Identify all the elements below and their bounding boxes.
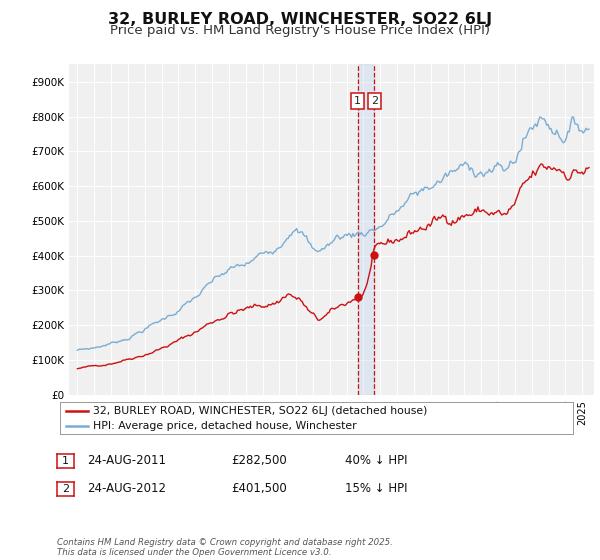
Text: 24-AUG-2011: 24-AUG-2011 [87,454,166,467]
Text: 2: 2 [62,484,69,494]
Text: 15% ↓ HPI: 15% ↓ HPI [345,482,407,495]
Text: 32, BURLEY ROAD, WINCHESTER, SO22 6LJ: 32, BURLEY ROAD, WINCHESTER, SO22 6LJ [108,12,492,27]
Text: 40% ↓ HPI: 40% ↓ HPI [345,454,407,467]
Text: 24-AUG-2012: 24-AUG-2012 [87,482,166,495]
Text: 2: 2 [371,96,378,106]
Text: £282,500: £282,500 [231,454,287,467]
Text: Contains HM Land Registry data © Crown copyright and database right 2025.
This d: Contains HM Land Registry data © Crown c… [57,538,393,557]
Text: Price paid vs. HM Land Registry's House Price Index (HPI): Price paid vs. HM Land Registry's House … [110,24,490,36]
Bar [358,64,374,395]
Text: £401,500: £401,500 [231,482,287,495]
Text: HPI: Average price, detached house, Winchester: HPI: Average price, detached house, Winc… [94,421,357,431]
Text: 32, BURLEY ROAD, WINCHESTER, SO22 6LJ (detached house): 32, BURLEY ROAD, WINCHESTER, SO22 6LJ (d… [94,405,428,416]
Text: 1: 1 [354,96,361,106]
Text: 1: 1 [62,456,69,466]
